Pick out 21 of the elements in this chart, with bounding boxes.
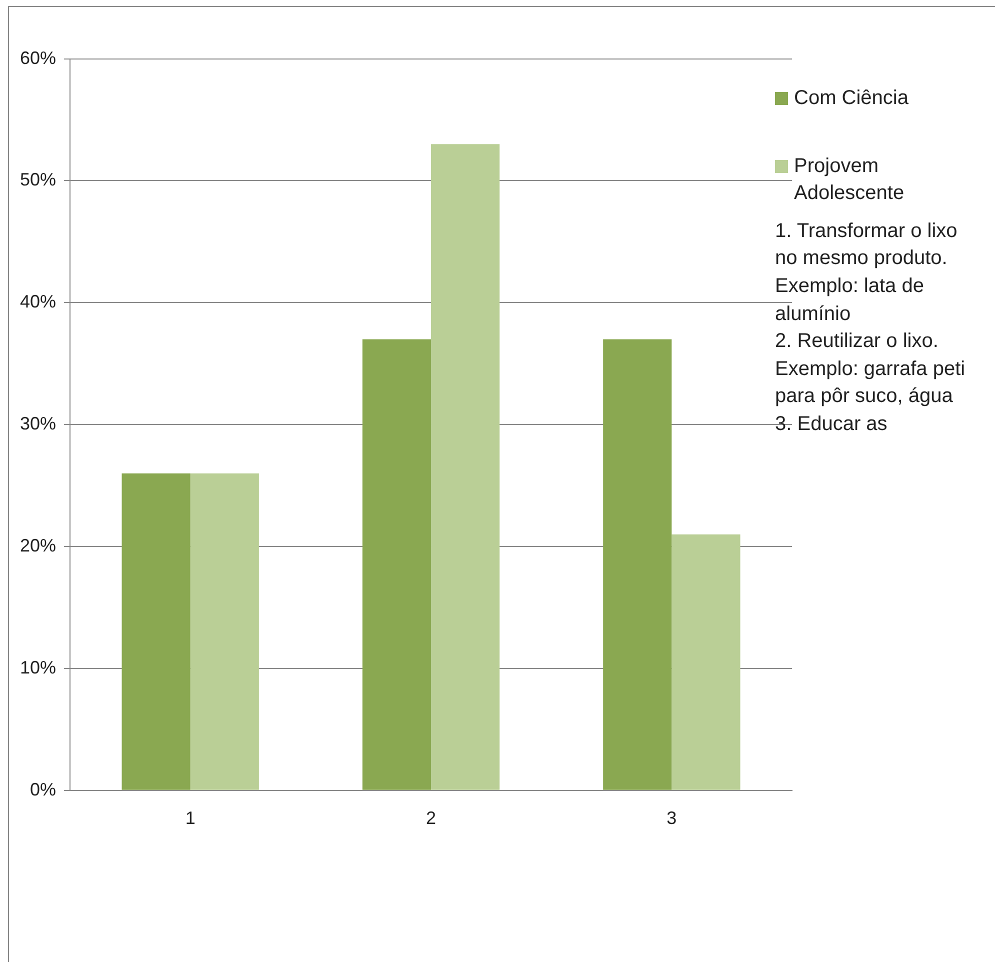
bar <box>672 534 740 790</box>
y-tick-label: 50% <box>20 170 56 190</box>
legend-label: Com Ciência <box>794 86 908 111</box>
x-tick-label: 1 <box>185 808 196 828</box>
x-tick-label: 2 <box>426 808 436 828</box>
bar <box>362 339 432 790</box>
y-tick-label: 40% <box>20 292 56 312</box>
y-tick-label: 60% <box>20 48 56 68</box>
y-tick-label: 30% <box>20 414 56 434</box>
y-tick-label: 10% <box>20 657 56 678</box>
y-tick-label: 0% <box>30 779 56 800</box>
bar <box>190 473 259 790</box>
bar <box>122 473 190 790</box>
x-tick-label: 3 <box>666 808 677 828</box>
bar <box>603 339 672 790</box>
annotation: 2. Reutilizar o lixo. Exemplo: garrafa peti para pôr suco, água <box>775 329 966 410</box>
y-tick-label: 20% <box>20 536 56 556</box>
annotation: 1. Transformar o lixo no mesmo produto. Exemplo: lata de alumínio <box>775 218 958 327</box>
bar <box>431 144 500 790</box>
annotation: 3. Educar as <box>775 412 888 437</box>
legend-label: Projovem Adolescente <box>794 154 906 206</box>
